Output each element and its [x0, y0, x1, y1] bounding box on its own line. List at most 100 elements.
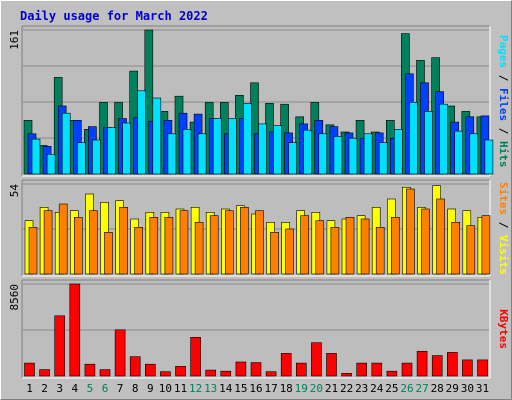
- bar-sites-day-3: [58, 203, 68, 275]
- legend-part: Pages: [497, 35, 510, 68]
- bar-kbytes-day-16: [250, 362, 262, 377]
- bar-pages-day-2: [46, 154, 56, 175]
- bar-kbytes-day-11: [175, 365, 186, 377]
- day-label-11: 11: [174, 382, 187, 395]
- bar-kbytes-day-20: [311, 342, 322, 377]
- bar-sites-day-24: [375, 227, 385, 275]
- bar-pages-day-11: [182, 129, 192, 175]
- bar-kbytes-day-17: [265, 371, 277, 377]
- bar-pages-day-18: [288, 142, 297, 175]
- y-max-label: 8560: [8, 284, 21, 311]
- bar-kbytes-day-25: [386, 370, 398, 377]
- bar-kbytes-day-13: [205, 369, 216, 377]
- bar-kbytes-day-5: [84, 363, 96, 377]
- chart-title: Daily usage for March 2022: [20, 9, 208, 23]
- bar-pages-day-31: [484, 139, 494, 175]
- day-label-23: 23: [355, 382, 368, 395]
- day-label-1: 1: [26, 382, 33, 395]
- bar-sites-day-19: [300, 215, 310, 275]
- legend-part: /: [497, 121, 510, 141]
- bar-kbytes-day-28: [431, 355, 443, 377]
- bar-kbytes-day-8: [129, 356, 141, 377]
- legend-part: Visits: [497, 235, 510, 275]
- legend-vertical: Pages / Files / Hits: [497, 35, 510, 168]
- day-label-26: 26: [400, 382, 413, 395]
- day-label-13: 13: [204, 382, 217, 395]
- bar-sites-day-10: [164, 217, 174, 275]
- bar-sites-day-6: [104, 232, 113, 275]
- bar-pages-day-22: [348, 137, 358, 175]
- bar-kbytes-day-18: [280, 353, 292, 377]
- legend-vertical: Sites / Visits: [497, 182, 510, 275]
- day-label-16: 16: [249, 382, 262, 395]
- day-axis: 1 2 3 4 5 6 7 8 9 10 11 12 13 14 15 16 17 18 19 20 21 22 23 24 2…: [26, 382, 489, 395]
- legend-part: Sites: [497, 182, 510, 215]
- day-label-24: 24: [370, 382, 384, 395]
- bar-sites-day-30: [466, 225, 476, 275]
- bar-sites-day-4: [74, 217, 83, 275]
- day-label-19: 19: [295, 382, 308, 395]
- bar-pages-day-17: [273, 125, 282, 175]
- bar-pages-day-19: [303, 129, 313, 175]
- bar-pages-day-3: [61, 112, 71, 175]
- bar-kbytes-day-7: [114, 329, 126, 377]
- bar-pages-day-15: [243, 103, 252, 175]
- bar-kbytes-day-3: [54, 315, 66, 377]
- day-label-27: 27: [415, 382, 428, 395]
- series-pages: [31, 90, 494, 175]
- bar-pages-day-21: [333, 136, 343, 175]
- bar-sites-day-22: [345, 217, 355, 275]
- day-label-28: 28: [431, 382, 444, 395]
- day-label-2: 2: [41, 382, 48, 395]
- bar-sites-day-17: [270, 232, 279, 275]
- panel-2: 54 Sites / Visits: [8, 179, 510, 277]
- bar-kbytes-day-4: [69, 283, 81, 377]
- bar-pages-day-27: [424, 111, 433, 175]
- day-label-20: 20: [310, 382, 323, 395]
- legend-part: Files: [497, 88, 510, 121]
- bar-pages-day-1: [31, 138, 41, 175]
- bar-pages-day-24: [378, 142, 388, 175]
- day-label-6: 6: [102, 382, 109, 395]
- bar-kbytes-day-21: [326, 353, 337, 377]
- bar-kbytes-day-15: [235, 361, 247, 377]
- day-label-21: 21: [325, 382, 338, 395]
- bar-kbytes-day-9: [145, 363, 156, 377]
- bar-kbytes-day-1: [24, 362, 35, 377]
- bar-pages-day-13: [212, 118, 222, 175]
- bar-kbytes-day-24: [371, 362, 383, 377]
- bar-sites-day-25: [390, 217, 400, 275]
- bar-pages-day-8: [137, 90, 146, 175]
- bar-pages-day-28: [439, 103, 448, 175]
- bar-sites-day-23: [360, 218, 370, 275]
- bar-pages-day-14: [228, 118, 237, 175]
- panel-1: 161 Pages / Files / Hits: [8, 25, 510, 177]
- y-max-label: 54: [8, 184, 21, 198]
- bar-pages-day-23: [363, 133, 373, 175]
- day-label-30: 30: [461, 382, 474, 395]
- bar-pages-day-16: [258, 123, 267, 175]
- bar-pages-day-25: [393, 129, 403, 175]
- day-label-4: 4: [71, 382, 78, 395]
- series-sites: [28, 188, 491, 275]
- bar-sites-day-2: [43, 210, 53, 275]
- bar-pages-day-5: [92, 139, 101, 175]
- day-label-22: 22: [340, 382, 353, 395]
- day-label-25: 25: [385, 382, 398, 395]
- bar-pages-day-10: [167, 133, 177, 175]
- bar-sites-day-21: [330, 227, 340, 275]
- bar-sites-day-11: [179, 210, 189, 275]
- bar-pages-day-7: [122, 122, 131, 175]
- panel-3: 8560 KBytes: [8, 279, 510, 379]
- bar-kbytes-day-26: [401, 362, 413, 377]
- legend-part: KBytes: [497, 309, 510, 349]
- legend-vertical: KBytes: [497, 309, 510, 349]
- bar-sites-day-31: [481, 215, 491, 275]
- day-label-10: 10: [159, 382, 172, 395]
- day-label-15: 15: [234, 382, 247, 395]
- plot-area: [22, 280, 490, 378]
- day-label-31: 31: [476, 382, 489, 395]
- bar-sites-day-12: [194, 222, 204, 275]
- day-label-29: 29: [446, 382, 459, 395]
